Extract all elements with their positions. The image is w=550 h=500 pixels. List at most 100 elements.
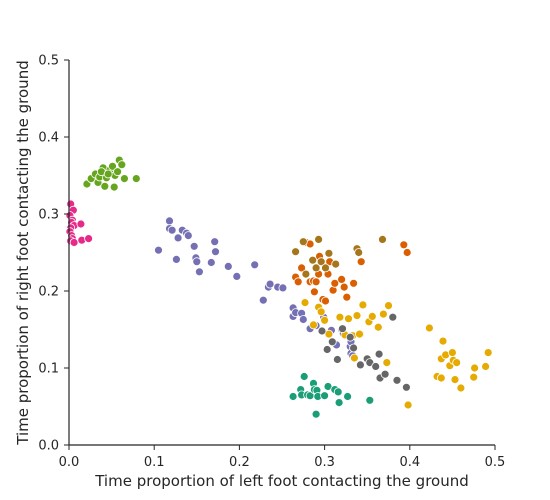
scatter-point-series-6 <box>392 375 402 385</box>
scatter-point-series-4 <box>378 234 387 244</box>
scatter-point-series-5 <box>470 363 480 373</box>
x-ticks: 0.0 0.1 0.2 0.3 0.4 0.5 <box>59 445 506 470</box>
scatter-point-series-5 <box>358 300 368 310</box>
scatter-point-series-5 <box>403 400 413 410</box>
x-tick-label: 0.2 <box>229 455 250 470</box>
scatter-point-series-3 <box>311 277 321 287</box>
scatter-point-series-1 <box>103 169 113 179</box>
scatter-point-series-6 <box>388 312 398 322</box>
scatter-point-series-1 <box>100 181 110 191</box>
scatter-point-series-5 <box>452 358 462 368</box>
scatter-point-series-5 <box>436 373 446 383</box>
scatter-point-series-6 <box>345 332 355 342</box>
scatter-point-series-5 <box>483 348 493 358</box>
scatter-point-series-0 <box>84 234 93 244</box>
x-tick-label: 0.1 <box>144 455 165 470</box>
scatter-point-series-5 <box>456 383 466 393</box>
scatter-point-series-5 <box>447 348 457 358</box>
scatter-point-series-3 <box>342 292 352 302</box>
scatter-point-series-7 <box>320 391 330 401</box>
scatter-point-series-5 <box>352 311 362 321</box>
scatter-point-series-2 <box>189 241 199 251</box>
scatter-point-series-2 <box>165 216 174 226</box>
scatter-point-series-1 <box>108 161 117 171</box>
scatter-point-series-3 <box>321 296 330 306</box>
scatter-point-series-4 <box>311 263 321 273</box>
scatter-point-series-4 <box>354 248 364 257</box>
scatter-point-series-4 <box>316 257 326 267</box>
scatter-point-series-5 <box>344 314 353 324</box>
scatter-point-series-3 <box>399 240 409 250</box>
scatter-point-series-5 <box>382 358 392 368</box>
scatter-point-series-5 <box>469 372 479 382</box>
x-tick-label: 0.4 <box>399 455 420 470</box>
scatter-point-series-2 <box>192 257 202 267</box>
scatter-point-series-2 <box>298 315 308 324</box>
scatter-point-series-2 <box>211 247 220 257</box>
scatter-point-series-3 <box>293 277 303 287</box>
scatter-point-series-5 <box>481 362 491 371</box>
scatter-point-series-4 <box>331 259 341 269</box>
scatter-point-series-2 <box>171 254 181 264</box>
scatter-point-series-6 <box>380 369 390 379</box>
scatter-point-series-3 <box>309 287 319 297</box>
scatter-point-series-3 <box>402 248 412 257</box>
scatter-point-series-6 <box>338 324 347 334</box>
y-tick-label: 0.4 <box>38 131 59 146</box>
y-tick-label: 0.1 <box>38 362 59 377</box>
y-tick-label: 0.2 <box>38 285 59 300</box>
scatter-point-series-2 <box>250 260 260 270</box>
scatter-point-series-6 <box>371 362 381 371</box>
scatter-point-series-5 <box>355 329 364 339</box>
scatter-point-series-4 <box>301 269 311 279</box>
scatter-point-series-5 <box>384 301 393 311</box>
points-layer <box>65 155 493 419</box>
scatter-point-series-2 <box>167 225 177 235</box>
scatter-point-series-5 <box>335 312 345 322</box>
scatter-point-series-7 <box>333 387 343 397</box>
scatter-point-series-4 <box>298 237 308 247</box>
scatter-point-series-5 <box>450 375 460 385</box>
x-tick-label: 0.3 <box>314 455 335 470</box>
scatter-point-series-1 <box>109 182 119 192</box>
scatter-point-series-7 <box>343 392 353 401</box>
scatter-point-series-6 <box>349 343 359 353</box>
x-tick-label: 0.5 <box>485 455 506 470</box>
scatter-point-series-3 <box>339 282 349 292</box>
scatter-point-series-3 <box>297 263 307 273</box>
scatter-point-series-4 <box>321 263 330 273</box>
x-tick-label: 0.0 <box>59 455 80 470</box>
scatter-point-series-7 <box>311 409 321 419</box>
scatter-point-series-5 <box>349 353 359 363</box>
scatter-point-series-4 <box>308 255 318 265</box>
scatter-point-series-5 <box>424 323 434 333</box>
scatter-point-series-5 <box>316 307 326 317</box>
scatter-point-series-7 <box>365 395 375 405</box>
scatter-point-series-5 <box>300 298 310 308</box>
scatter-point-series-0 <box>76 219 86 229</box>
scatter-point-series-4 <box>291 247 301 257</box>
scatter-point-series-5 <box>367 311 377 321</box>
scatter-point-series-6 <box>332 355 342 364</box>
x-axis-label: Time proportion of left foot contacting … <box>94 472 469 490</box>
scatter-point-series-3 <box>330 278 340 288</box>
scatter-point-series-1 <box>117 160 127 170</box>
y-tick-label: 0.0 <box>38 439 59 454</box>
scatter-point-series-2 <box>232 271 242 281</box>
scatter-point-series-4 <box>314 234 324 244</box>
scatter-point-series-5 <box>320 315 330 325</box>
scatter-point-series-2 <box>206 258 216 267</box>
scatter-point-series-2 <box>278 283 288 293</box>
scatter-point-series-3 <box>349 278 359 288</box>
y-axis-label: Time proportion of right foot contacting… <box>14 60 32 445</box>
scatter-point-series-2 <box>154 245 163 255</box>
scatter-point-series-6 <box>327 337 337 347</box>
scatter-point-series-6 <box>322 345 332 354</box>
scatter-point-series-5 <box>438 336 448 346</box>
scatter-point-series-5 <box>309 320 318 330</box>
scatter-point-series-3 <box>337 274 347 284</box>
scatter-point-series-6 <box>355 360 365 370</box>
scatter-point-series-6 <box>401 382 411 392</box>
